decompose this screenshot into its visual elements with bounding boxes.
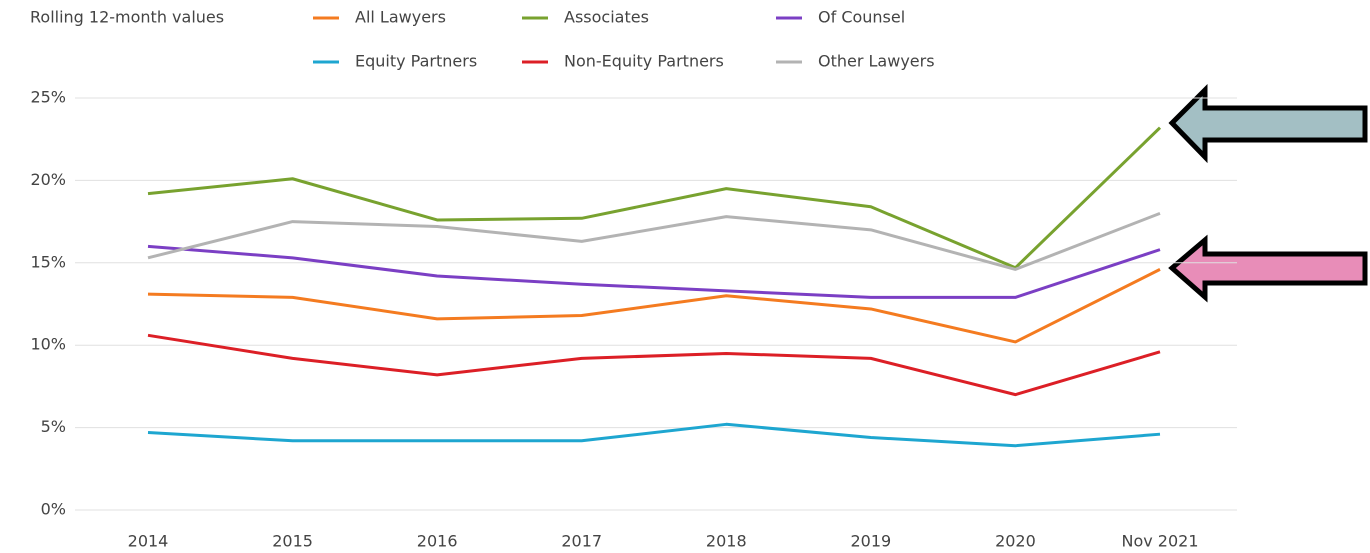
y-tick-label: 25%: [30, 88, 66, 107]
legend-label: Of Counsel: [818, 8, 905, 27]
series-line: [147, 422, 1161, 448]
series-line: [147, 126, 1162, 270]
series-line: [147, 244, 1161, 299]
chart-title: Rolling 12-month values: [30, 8, 224, 27]
y-tick-label: 20%: [30, 170, 66, 189]
series-line: [147, 211, 1161, 271]
arrow: [1168, 234, 1368, 303]
legend-label: Other Lawyers: [818, 52, 935, 71]
legend-label: Associates: [564, 8, 649, 27]
x-tick-label: 2016: [417, 532, 458, 551]
x-tick-label: Nov 2021: [1121, 532, 1198, 551]
x-tick-label: 2019: [850, 532, 891, 551]
x-tick-label: 2018: [706, 532, 747, 551]
x-tick-label: 2014: [128, 532, 169, 551]
y-tick-label: 10%: [30, 335, 66, 354]
legend-label: Non-Equity Partners: [564, 52, 724, 71]
x-tick-label: 2015: [272, 532, 313, 551]
x-tick-label: 2017: [561, 532, 602, 551]
x-tick-label: 2020: [995, 532, 1036, 551]
y-tick-label: 15%: [30, 252, 66, 271]
y-tick-label: 0%: [41, 500, 66, 519]
series-line: [147, 333, 1161, 397]
arrow: [1168, 83, 1368, 164]
legend-label: All Lawyers: [355, 8, 446, 27]
series-line: [147, 268, 1161, 344]
y-tick-label: 5%: [41, 417, 66, 436]
legend-label: Equity Partners: [355, 52, 477, 71]
